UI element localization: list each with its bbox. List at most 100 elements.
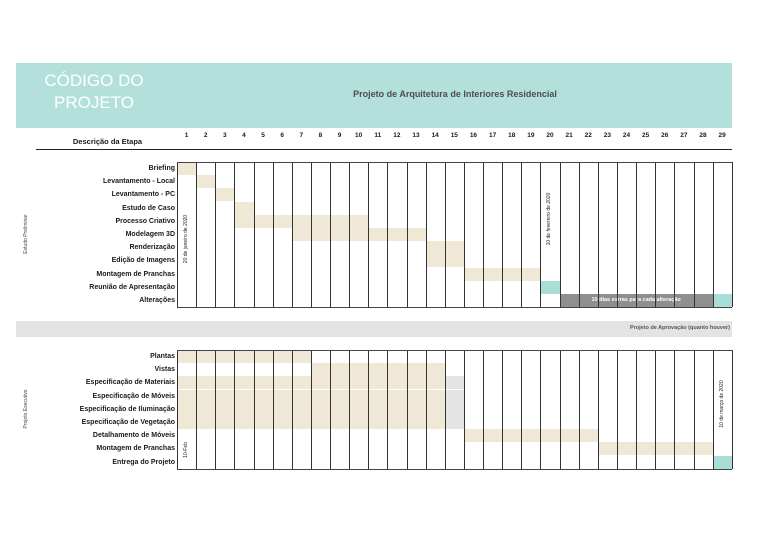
phase2-grey-cell-5 xyxy=(444,402,464,416)
phase1-task-11: Alterações xyxy=(139,297,175,304)
phase1-task-10: Reunião de Apresentação xyxy=(89,283,175,291)
phase1-bar-4 xyxy=(234,201,254,215)
day-header-27: 27 xyxy=(680,132,688,139)
day-header-21: 21 xyxy=(565,132,573,139)
day-header-13: 13 xyxy=(412,132,420,139)
phase1-grid-col-2 xyxy=(196,162,198,307)
day-header-15: 15 xyxy=(450,132,458,139)
day-header-2: 2 xyxy=(203,132,208,139)
phase1-grid-col-18 xyxy=(502,162,504,307)
phase1-grid-col-15 xyxy=(444,162,446,307)
day-header-17: 17 xyxy=(488,132,497,139)
phase2-grid-col-5 xyxy=(253,350,255,469)
phase1-grid-col-3 xyxy=(215,162,217,307)
phase2-grid-col-15 xyxy=(444,350,446,469)
phase-label-preliminary: Estudo Preliminar xyxy=(23,214,29,254)
phase2-grid-col-8 xyxy=(310,350,312,469)
day-header-24: 24 xyxy=(622,132,631,139)
phase2-grid-col-13 xyxy=(406,350,408,469)
phase2-grid-col-29 xyxy=(712,350,714,469)
phase1-grid-col-12 xyxy=(387,162,389,307)
phase2-task-9: Entrega do Projeto xyxy=(112,458,175,466)
phase1-task-3: Levantamento - PC xyxy=(111,191,175,199)
phase2-grid-col-10 xyxy=(349,350,351,469)
phase2-grid-col-22 xyxy=(578,350,580,469)
phase1-bottom-rule xyxy=(177,307,732,308)
phase1-bar-2 xyxy=(196,175,216,189)
phase1-task-4: Estudo de Caso xyxy=(122,204,175,212)
phase2-grid-col-2 xyxy=(196,350,198,469)
phase2-grey-cell-3 xyxy=(444,376,464,390)
phase1-top-rule xyxy=(177,162,732,163)
day-header-3: 3 xyxy=(222,132,227,139)
phase1-task-7: Renderização xyxy=(129,244,175,252)
phase2-delivery-date-note: 10 de março de 2020 xyxy=(719,380,725,428)
phase1-task-6: Modelagem 3D xyxy=(125,231,175,238)
project-header-band xyxy=(16,63,732,128)
phase1-grid-col-28 xyxy=(693,162,695,307)
phase2-grid-col-4 xyxy=(234,350,236,469)
phase1-grid-col-25 xyxy=(636,162,638,307)
day-header-22: 22 xyxy=(584,132,592,139)
header-divider xyxy=(36,149,732,150)
phase2-task-4: Especificação de Móveis xyxy=(92,392,175,400)
phase2-grid-col-7 xyxy=(291,350,293,469)
phase1-bar-1 xyxy=(177,162,197,175)
phase2-grid-col-18 xyxy=(502,350,504,469)
phase1-presentation-date-note: 10 de fevereiro de 2020 xyxy=(546,192,552,246)
phase2-grid-col-3 xyxy=(215,350,217,469)
day-header-25: 25 xyxy=(641,132,650,139)
phase2-start-date-note: 10-Feb xyxy=(183,442,189,458)
phase1-grid-col-4 xyxy=(234,162,236,307)
phase2-grid-col-28 xyxy=(693,350,695,469)
phase1-grid-col-10 xyxy=(349,162,351,307)
phase1-grid-col-19 xyxy=(521,162,523,307)
phase1-grid-col-14 xyxy=(425,162,427,307)
project-code-title: CÓDIGO DO PROJETO xyxy=(44,71,144,112)
phase1-bar-10 xyxy=(540,280,560,294)
phase2-grid-col-23 xyxy=(597,350,599,469)
phase2-bar-9 xyxy=(712,455,732,469)
phase2-grey-cell-6 xyxy=(444,416,464,429)
phase2-grid-col-26 xyxy=(655,350,657,469)
phase1-grid-col-30 xyxy=(731,162,733,307)
day-header-18: 18 xyxy=(508,132,516,139)
phase2-grid-col-16 xyxy=(463,350,465,469)
phase2-grid-col-6 xyxy=(272,350,274,469)
phase1-task-9: Montagem de Pranchas xyxy=(96,270,175,278)
phase2-bar-7 xyxy=(463,429,598,443)
phase2-task-8: Montagem de Pranchas xyxy=(96,445,175,453)
day-header-11: 11 xyxy=(374,132,382,139)
day-header-29: 29 xyxy=(718,132,726,139)
day-header-6: 6 xyxy=(280,132,284,139)
day-header-23: 23 xyxy=(603,132,611,139)
phase2-grid-col-9 xyxy=(330,350,332,469)
day-header-4: 4 xyxy=(242,132,246,139)
phase1-grid-col-27 xyxy=(674,162,676,307)
phase2-grid-col-25 xyxy=(636,350,638,469)
phase-label-executive: Projeto Executivo xyxy=(23,389,29,429)
phase2-task-6: Especificação de Vegetação xyxy=(81,419,175,426)
day-header-9: 9 xyxy=(337,132,342,139)
phase1-grid-col-16 xyxy=(463,162,465,307)
phase1-bar-6 xyxy=(291,228,426,241)
phase2-top-rule xyxy=(177,350,732,351)
phase1-grid-col-26 xyxy=(655,162,657,307)
phase1-task-2: Levantamento - Local xyxy=(103,178,175,186)
phase2-grid-col-17 xyxy=(483,350,485,469)
day-header-12: 12 xyxy=(393,132,401,139)
phase2-task-2: Vistas xyxy=(154,366,176,374)
phase2-bottom-rule xyxy=(177,469,732,470)
phase1-grid-col-23 xyxy=(597,162,599,307)
phase2-grid-col-24 xyxy=(616,350,618,469)
phase1-task-8: Edição de Imagens xyxy=(111,257,175,265)
phase2-task-1: Plantas xyxy=(150,353,175,360)
day-header-19: 19 xyxy=(527,132,535,139)
phase2-bar-8 xyxy=(597,442,713,456)
phase1-start-date-note: 20 de janeiro de 2020 xyxy=(183,214,189,264)
phase2-task-3: Especificação de Materiais xyxy=(85,379,175,387)
description-column-header: Descrição da Etapa xyxy=(72,137,143,146)
day-header-16: 16 xyxy=(469,132,478,139)
day-header-28: 28 xyxy=(699,132,707,139)
phase1-grid-col-21 xyxy=(559,162,561,307)
